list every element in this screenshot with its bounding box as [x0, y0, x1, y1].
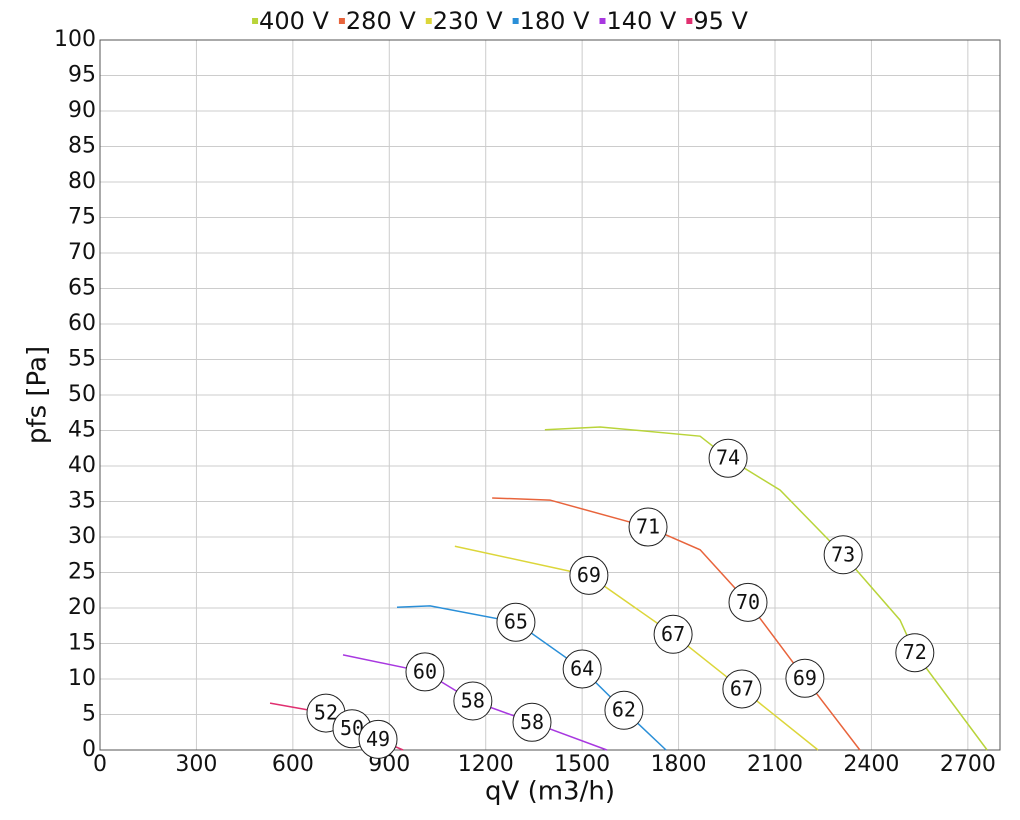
annotation-label: 58	[520, 710, 544, 734]
annotation-circle	[569, 555, 609, 595]
annotation-circle	[653, 614, 693, 654]
legend-label: 140 V	[606, 7, 676, 35]
y-tick-label: 25	[68, 560, 96, 585]
legend-swatch	[686, 18, 693, 24]
y-tick-label: 95	[68, 63, 96, 88]
y-tick-label: 75	[68, 205, 96, 230]
annotation-circle	[785, 658, 825, 698]
annotation-circle	[722, 669, 762, 709]
y-tick-label: 20	[68, 595, 96, 620]
y-tick-label: 65	[68, 276, 96, 301]
y-tick-label: 70	[68, 240, 96, 265]
annotation-circle	[628, 507, 668, 547]
y-tick-label: 30	[68, 524, 96, 549]
annotation-circle	[604, 690, 644, 730]
annotation-label: 52	[314, 701, 338, 725]
annotation-label: 67	[661, 622, 685, 646]
x-tick-label: 300	[175, 752, 217, 777]
legend-label: 280 V	[346, 7, 416, 35]
annotation-circle	[895, 633, 935, 673]
legend-label: 180 V	[520, 7, 590, 35]
annotation-label: 65	[504, 610, 528, 634]
annotation-label: 70	[736, 590, 760, 614]
annotation-label: 73	[831, 542, 855, 566]
annotation-label: 49	[366, 727, 390, 751]
annotation-label: 74	[716, 446, 740, 470]
legend-swatch	[512, 18, 519, 24]
annotation-circle	[728, 582, 768, 622]
y-tick-label: 85	[68, 134, 96, 159]
y-tick-label: 0	[82, 737, 96, 762]
annotation-label: 72	[903, 640, 927, 664]
annotation-label: 58	[461, 689, 485, 713]
legend-label: 230 V	[433, 7, 503, 35]
x-tick-label: 600	[272, 752, 314, 777]
legend-swatch	[338, 18, 345, 24]
legend-swatch	[599, 18, 606, 24]
y-tick-label: 90	[68, 98, 96, 123]
y-tick-label: 15	[68, 631, 96, 656]
x-axis-title: qV (m3/h)	[485, 777, 615, 807]
y-tick-label: 45	[68, 418, 96, 443]
x-tick-label: 1800	[651, 752, 707, 777]
annotation-label: 67	[730, 676, 754, 700]
y-tick-label: 60	[68, 311, 96, 336]
annotation-circle	[496, 602, 536, 642]
annotation-circle	[823, 535, 863, 575]
legend: 400 V 280 V 230 V 180 V 140 V 95 V	[252, 7, 749, 35]
x-tick-label: 0	[93, 752, 107, 777]
y-tick-label: 5	[82, 702, 96, 727]
y-tick-label: 10	[68, 666, 96, 691]
y-axis-title: pfs [Pa]	[23, 346, 53, 444]
x-tick-label: 1200	[458, 752, 514, 777]
x-tick-label: 2100	[747, 752, 803, 777]
plot-frame	[99, 39, 1001, 751]
annotation-label: 60	[413, 659, 437, 683]
y-tick-label: 50	[68, 382, 96, 407]
x-tick-label: 1500	[554, 752, 610, 777]
y-tick-label: 100	[54, 27, 96, 52]
annotation-label: 69	[793, 666, 817, 690]
legend-swatch	[252, 18, 259, 24]
y-tick-label: 40	[68, 453, 96, 478]
annotation-circle	[405, 652, 445, 692]
y-tick-label: 55	[68, 347, 96, 372]
x-tick-label: 2700	[940, 752, 996, 777]
annotation-circle	[512, 702, 552, 742]
annotation-label: 62	[612, 698, 636, 722]
annotation-circle	[453, 681, 493, 721]
legend-swatch	[425, 18, 432, 24]
annotation-label: 69	[577, 563, 601, 587]
annotation-label: 64	[570, 657, 594, 681]
annotation-circle	[708, 438, 748, 478]
annotation-circle	[562, 649, 602, 689]
x-tick-label: 2400	[843, 752, 899, 777]
y-tick-label: 35	[68, 489, 96, 514]
annotation-circle	[358, 719, 398, 759]
annotation-label: 71	[636, 515, 660, 539]
legend-label: 95 V	[693, 7, 748, 35]
legend-label: 400 V	[259, 7, 329, 35]
y-tick-label: 80	[68, 169, 96, 194]
